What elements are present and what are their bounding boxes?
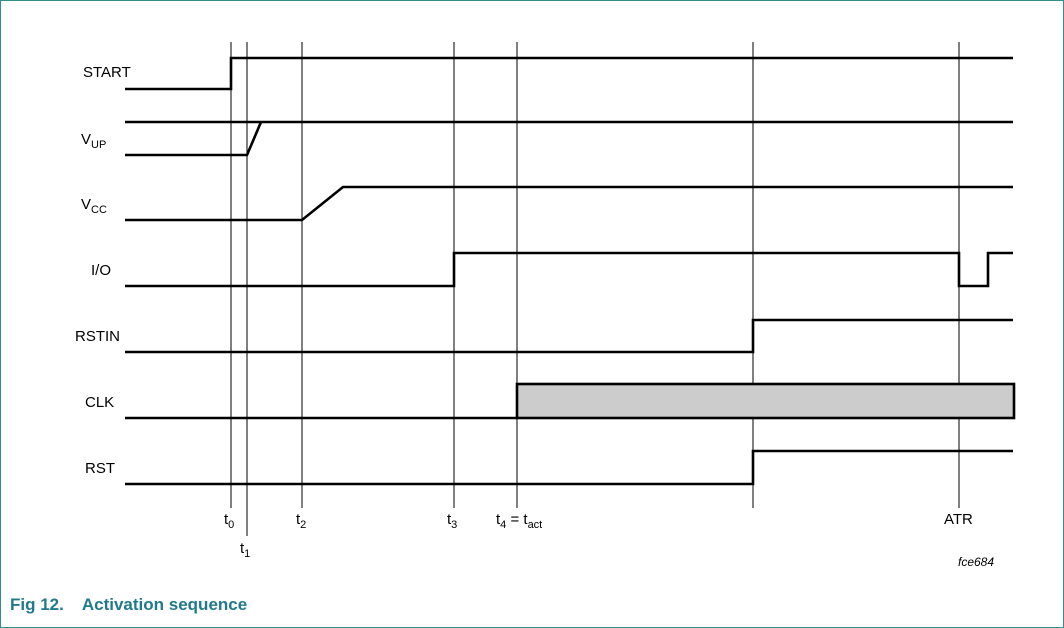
- vup-waveform: [125, 121, 263, 157]
- time-label-t4: t4 = tact: [496, 511, 542, 531]
- signal-label-rstin: RSTIN: [75, 328, 120, 345]
- figure-caption: Fig 12. Activation sequence: [10, 595, 247, 614]
- vcc-waveform: [125, 185, 1013, 222]
- time-label-t3: t3: [447, 511, 457, 531]
- rstin-waveform: [125, 318, 1013, 354]
- io-waveform: [125, 251, 1013, 288]
- time-label-atr: ATR: [944, 511, 973, 528]
- time-reference-lines: [230, 42, 960, 536]
- signal-label-start: START: [83, 64, 131, 81]
- clk-running-block: [515, 382, 1016, 420]
- figure-tag: fce684: [958, 555, 994, 569]
- time-label-t0: t0: [224, 511, 234, 531]
- time-label-t2: t2: [296, 511, 306, 531]
- start-waveform: [125, 56, 1013, 91]
- signal-label-rst: RST: [85, 460, 115, 477]
- signal-label-clk: CLK: [85, 394, 114, 411]
- rst-waveform: [125, 449, 1013, 486]
- time-label-t1: t1: [240, 540, 250, 560]
- signal-label-vup: VUP: [81, 131, 106, 151]
- signal-label-vcc: VCC: [81, 196, 107, 216]
- signal-label-io: I/O: [91, 262, 111, 279]
